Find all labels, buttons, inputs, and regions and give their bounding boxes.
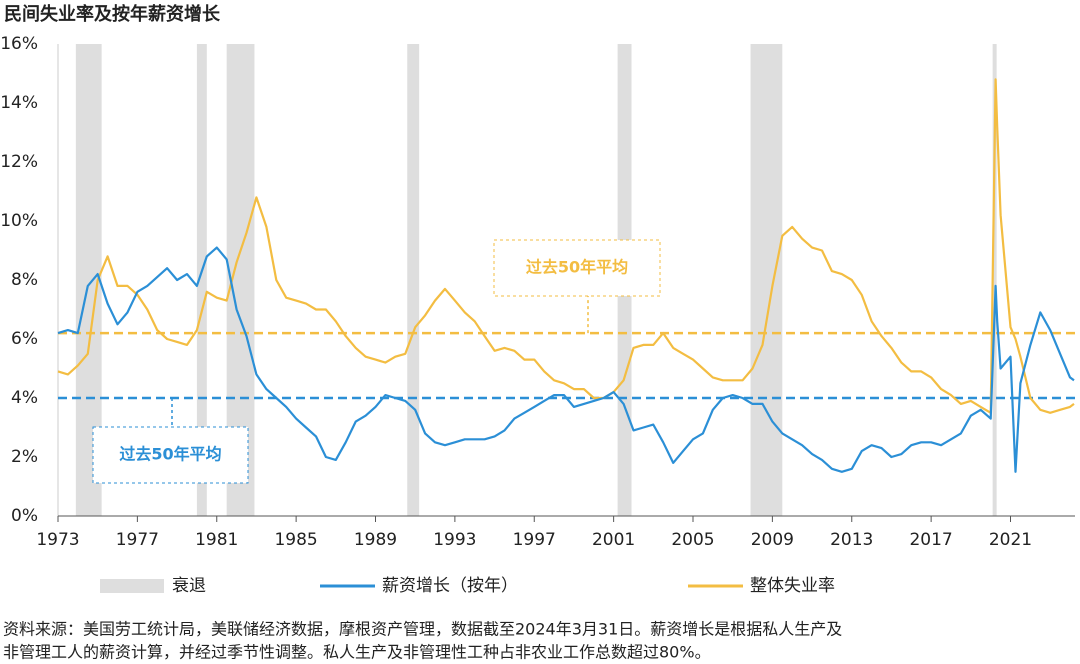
x-tick-label: 1985: [274, 530, 317, 550]
x-tick-label: 1997: [513, 530, 556, 550]
chart-title: 民间失业率及按年薪资增长: [4, 3, 221, 25]
recession-band: [407, 44, 420, 516]
legend-label: 衰退: [172, 576, 206, 596]
series-line: [57, 78, 1075, 414]
recession-band: [992, 44, 997, 516]
legend-swatch: [100, 579, 164, 593]
y-tick-label: 14%: [0, 93, 38, 113]
y-tick-label: 8%: [11, 270, 38, 290]
legend-label: 整体失业率: [750, 576, 835, 596]
average-label: 过去50年平均: [119, 445, 221, 464]
legend-label: 薪资增长（按年）: [382, 576, 518, 596]
average-box: [92, 426, 249, 484]
recession-band: [750, 44, 783, 516]
y-tick-label: 4%: [11, 388, 38, 408]
x-tick-label: 2005: [671, 530, 714, 550]
y-tick-label: 12%: [0, 152, 38, 172]
x-tick-label: 1977: [116, 530, 159, 550]
x-tick-label: 2001: [592, 530, 635, 550]
y-tick-label: 0%: [11, 506, 38, 526]
y-tick-label: 10%: [0, 211, 38, 231]
x-tick-label: 2017: [909, 530, 952, 550]
y-tick-label: 16%: [0, 34, 38, 54]
recession-band: [196, 44, 207, 516]
x-tick-label: 2013: [830, 530, 873, 550]
y-tick-label: 6%: [11, 329, 38, 349]
x-tick-label: 2009: [751, 530, 794, 550]
x-tick-label: 1981: [195, 530, 238, 550]
series-line: [57, 246, 1075, 473]
x-tick-label: 1973: [36, 530, 79, 550]
y-tick-label: 2%: [11, 447, 38, 467]
average-label: 过去50年平均: [526, 258, 628, 277]
average-box: [493, 239, 661, 297]
note: 非管理工人的薪资计算，并经过季节性调整。私人生产及非管理性工种占非农业工作总数超…: [3, 643, 711, 662]
x-tick-label: 2021: [989, 530, 1032, 550]
note: 资料来源：美国劳工统计局，美联储经济数据，摩根资产管理，数据截至2024年3月3…: [3, 620, 842, 639]
x-tick-label: 1989: [354, 530, 397, 550]
x-tick-label: 1993: [433, 530, 476, 550]
